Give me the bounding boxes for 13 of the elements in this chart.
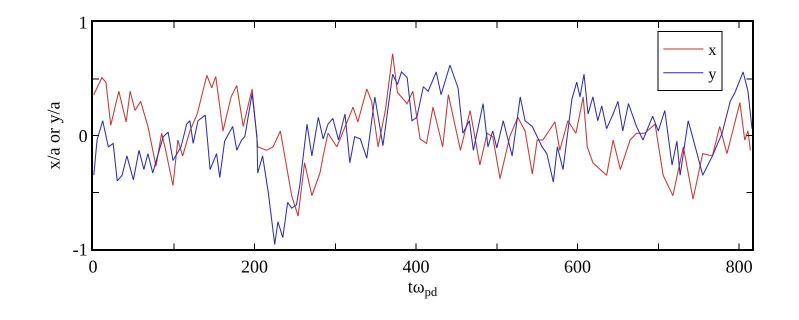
legend-label: x <box>708 42 716 60</box>
y-tick-label: -1 <box>72 239 88 260</box>
y-tick-label: 1 <box>78 12 88 32</box>
legend-label: y <box>708 66 716 84</box>
x-tick-label: 600 <box>564 256 592 276</box>
x-axis-title: tω$_{pd}$ <box>408 276 438 300</box>
x-tick-label: 200 <box>241 256 268 276</box>
x-tick-label: 800 <box>726 256 753 276</box>
x-tick-label: 400 <box>402 256 430 276</box>
line-series <box>93 53 751 217</box>
y-axis-title: x/a or y/a <box>43 102 64 170</box>
y-tick-label: 0 <box>78 126 88 146</box>
line-series <box>93 64 752 245</box>
